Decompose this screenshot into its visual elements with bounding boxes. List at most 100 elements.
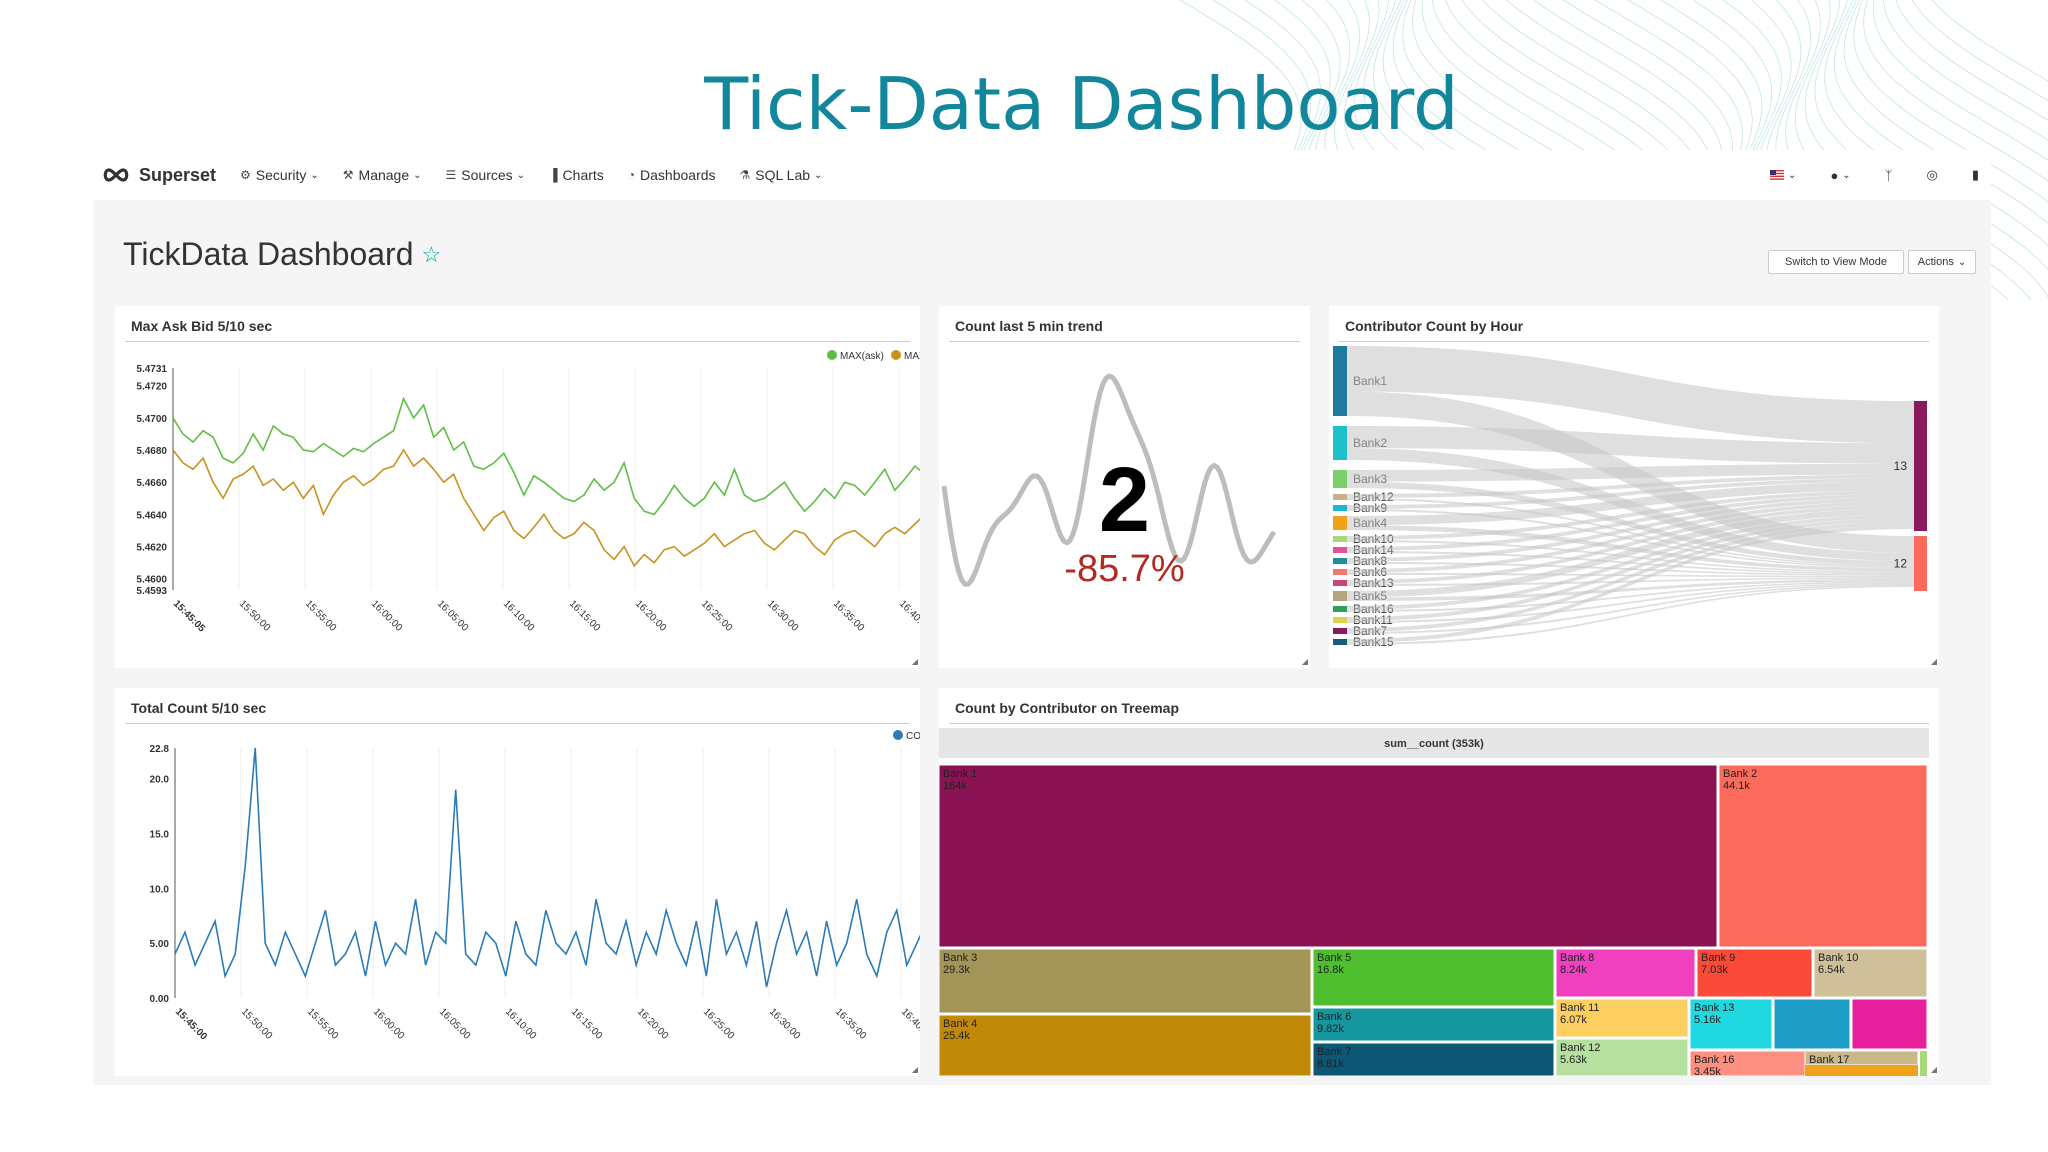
nav-item-security[interactable]: ⚙ Security ⌄ — [240, 167, 319, 183]
sankey-link[interactable] — [1347, 463, 1914, 482]
legend-swatch[interactable] — [893, 730, 903, 740]
treemap-cell[interactable] — [1689, 1050, 1806, 1076]
treemap-cell[interactable] — [1851, 998, 1928, 1050]
treemap-cell[interactable] — [1805, 1065, 1918, 1076]
navbar-right: ⌄ ● ⌄ ᛉ ◎ ▮ — [1736, 150, 1991, 200]
git-branch-link[interactable]: ᛉ — [1885, 168, 1893, 183]
sankey-node[interactable] — [1333, 569, 1347, 575]
sankey-link[interactable] — [1347, 426, 1914, 464]
treemap-cell-name: Bank 1 — [943, 768, 977, 780]
y-tick-label: 5.4660 — [136, 478, 167, 489]
nav-item-sql-lab[interactable]: ⚗ SQL Lab ⌄ — [740, 167, 823, 183]
sankey-link[interactable] — [1347, 497, 1914, 562]
sankey-link[interactable] — [1347, 501, 1914, 573]
resize-handle-icon[interactable]: ◢ — [1930, 1065, 1937, 1074]
sankey-link[interactable] — [1347, 582, 1914, 623]
resize-handle-icon[interactable]: ◢ — [1301, 657, 1308, 666]
language-selector[interactable]: ⌄ — [1770, 170, 1796, 181]
github-link[interactable]: ◎ — [1927, 167, 1938, 183]
sankey-node[interactable] — [1333, 536, 1347, 542]
resize-handle-icon[interactable]: ◢ — [911, 1065, 918, 1074]
treemap-cell[interactable] — [1312, 1042, 1555, 1076]
x-tick-label: 16:35:00 — [833, 1006, 869, 1042]
sankey-link[interactable] — [1347, 478, 1914, 509]
treemap-cell[interactable] — [939, 764, 1718, 948]
sankey-link[interactable] — [1347, 481, 1914, 526]
sankey-link[interactable] — [1347, 493, 1914, 551]
sankey-link[interactable] — [1347, 539, 1914, 574]
sankey-target-node[interactable] — [1914, 401, 1927, 531]
actions-button[interactable]: Actions ⌄ — [1908, 250, 1976, 274]
treemap-cell[interactable] — [1689, 998, 1773, 1050]
treemap-cell[interactable] — [1773, 998, 1851, 1050]
treemap-cell[interactable] — [1312, 1007, 1555, 1042]
sankey-link[interactable] — [1347, 525, 1914, 572]
favorite-star-icon[interactable]: ☆ — [421, 241, 442, 267]
panel-contributor-count-by-hour: Contributor Count by Hour Bank1Bank2Bank… — [1329, 306, 1939, 668]
brand-logo[interactable]: Superset — [101, 165, 216, 186]
sankey-node[interactable] — [1333, 580, 1347, 586]
sankey-node[interactable] — [1333, 516, 1347, 530]
treemap-cell-value: 164k — [943, 780, 967, 792]
sankey-link[interactable] — [1347, 525, 1914, 643]
nav-item-sources[interactable]: ☰ Sources ⌄ — [446, 167, 526, 183]
sankey-node[interactable] — [1333, 591, 1347, 601]
legend-swatch[interactable] — [891, 350, 901, 360]
sankey-node[interactable] — [1333, 346, 1347, 416]
sankey-node[interactable] — [1333, 494, 1347, 500]
legend-swatch[interactable] — [827, 350, 837, 360]
nav-item-manage[interactable]: ⚒ Manage ⌄ — [343, 167, 422, 183]
treemap-cell-value: 5.63k — [1560, 1054, 1587, 1066]
sankey-link[interactable] — [1347, 504, 1914, 584]
resize-handle-icon[interactable]: ◢ — [911, 657, 918, 666]
sankey-node[interactable] — [1333, 617, 1347, 623]
switch-view-mode-button[interactable]: Switch to View Mode — [1768, 250, 1904, 274]
sankey-node[interactable] — [1333, 470, 1347, 488]
sankey-link[interactable] — [1347, 514, 1914, 610]
panel-title: Total Count 5/10 sec — [131, 700, 267, 716]
sankey-target-label: 13 — [1894, 459, 1908, 473]
sankey-node[interactable] — [1333, 558, 1347, 564]
nav-item-dashboards[interactable]: ◔ Dashboards — [628, 167, 716, 183]
sankey-link[interactable] — [1347, 585, 1914, 645]
sankey-node[interactable] — [1333, 628, 1347, 634]
sankey-node[interactable] — [1333, 547, 1347, 553]
sankey-link[interactable] — [1347, 508, 1914, 598]
treemap-cell[interactable] — [1696, 948, 1813, 998]
sankey-target-node[interactable] — [1914, 536, 1927, 591]
sankey-link[interactable] — [1347, 497, 1914, 567]
treemap-cell[interactable] — [1312, 948, 1555, 1007]
treemap-cell[interactable] — [1920, 1051, 1927, 1076]
chevron-down-icon: ⌄ — [310, 169, 319, 181]
user-menu[interactable]: ● ⌄ — [1830, 168, 1850, 183]
sankey-node[interactable] — [1333, 639, 1347, 645]
treemap-cell-name: Bank 10 — [1818, 952, 1858, 964]
resize-handle-icon[interactable]: ◢ — [1930, 657, 1937, 666]
sankey-link[interactable] — [1347, 584, 1914, 634]
treemap-cell[interactable] — [1718, 764, 1928, 948]
legend-label: MAX(bid) — [904, 351, 920, 362]
x-tick-label: 16:00:00 — [369, 598, 405, 634]
sankey-node[interactable] — [1333, 505, 1347, 511]
treemap-cell[interactable] — [939, 948, 1312, 1014]
cogs-icon: ⚙ — [240, 168, 251, 182]
sankey-node[interactable] — [1333, 606, 1347, 612]
treemap-cell[interactable] — [1555, 1038, 1689, 1076]
sankey-link[interactable] — [1347, 346, 1914, 444]
legend-label: MAX(ask) — [840, 351, 884, 362]
sankey-link[interactable] — [1347, 490, 1914, 540]
sankey-link[interactable] — [1347, 521, 1914, 632]
sankey-link[interactable] — [1347, 578, 1914, 601]
treemap-root-bar[interactable] — [939, 728, 1929, 758]
nav-item-charts[interactable]: ▐ Charts — [549, 167, 604, 183]
x-tick-label: 15:50:00 — [239, 1006, 275, 1042]
sankey-node[interactable] — [1333, 426, 1347, 460]
sankey-link[interactable] — [1347, 518, 1914, 621]
sankey-link[interactable] — [1347, 581, 1914, 612]
docs-link[interactable]: ▮ — [1972, 167, 1979, 183]
sankey-link[interactable] — [1347, 474, 1914, 498]
treemap-cell[interactable] — [939, 1014, 1312, 1076]
treemap-cell[interactable] — [1813, 948, 1928, 998]
treemap-cell[interactable] — [1555, 948, 1696, 998]
treemap-cell[interactable] — [1555, 998, 1689, 1038]
